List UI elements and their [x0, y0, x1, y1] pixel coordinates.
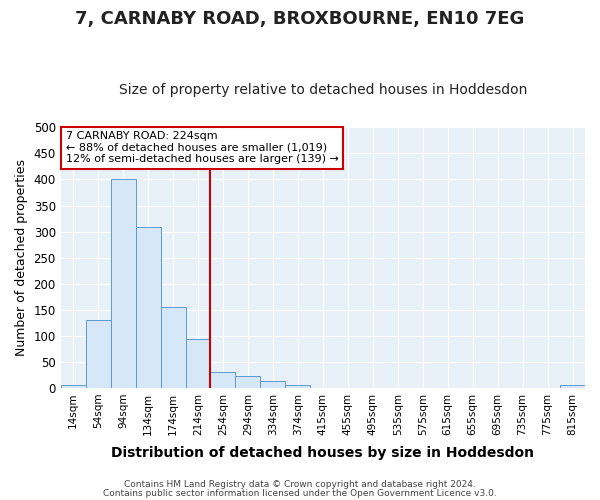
Y-axis label: Number of detached properties: Number of detached properties	[15, 159, 28, 356]
Title: Size of property relative to detached houses in Hoddesdon: Size of property relative to detached ho…	[119, 83, 527, 97]
Bar	[286, 386, 310, 388]
X-axis label: Distribution of detached houses by size in Hoddesdon: Distribution of detached houses by size …	[112, 446, 535, 460]
Bar	[86, 320, 110, 388]
Bar	[61, 386, 86, 388]
Text: Contains HM Land Registry data © Crown copyright and database right 2024.: Contains HM Land Registry data © Crown c…	[124, 480, 476, 489]
Bar	[235, 376, 260, 388]
Bar	[260, 380, 286, 388]
Text: 7 CARNABY ROAD: 224sqm
← 88% of detached houses are smaller (1,019)
12% of semi-: 7 CARNABY ROAD: 224sqm ← 88% of detached…	[66, 131, 339, 164]
Text: 7, CARNABY ROAD, BROXBOURNE, EN10 7EG: 7, CARNABY ROAD, BROXBOURNE, EN10 7EG	[76, 10, 524, 28]
Bar	[110, 180, 136, 388]
Bar	[211, 372, 235, 388]
Bar	[560, 386, 585, 388]
Text: Contains public sector information licensed under the Open Government Licence v3: Contains public sector information licen…	[103, 489, 497, 498]
Bar	[185, 340, 211, 388]
Bar	[136, 228, 161, 388]
Bar	[161, 307, 185, 388]
